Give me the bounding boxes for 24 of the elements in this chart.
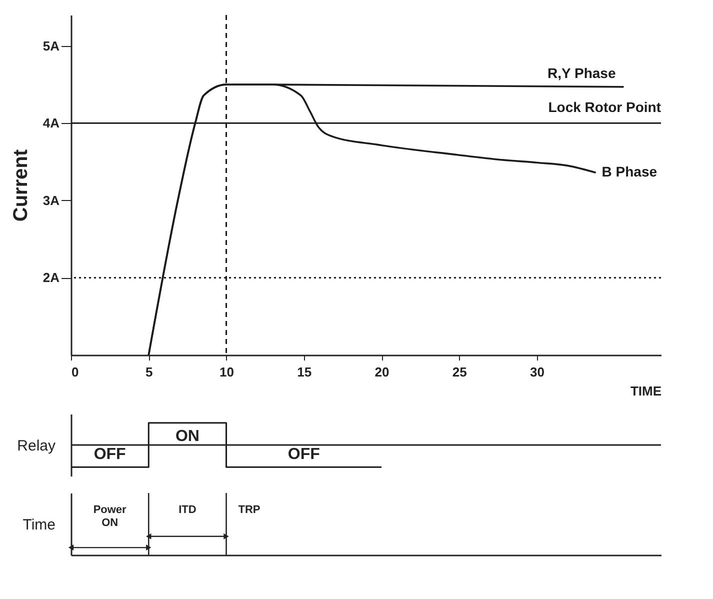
text: Power ON bbox=[93, 504, 128, 530]
ref-line-label: Lock Rotor Point bbox=[548, 99, 662, 116]
text: Time bbox=[22, 516, 56, 534]
x-tick-label: 15 bbox=[297, 364, 312, 380]
y-tick-label: 5A bbox=[42, 38, 60, 54]
x-tick-label: 0 bbox=[72, 364, 79, 380]
series-label: B Phase bbox=[602, 164, 658, 180]
y-tick-label: 2A bbox=[42, 270, 60, 286]
y-axis-title: Relay bbox=[17, 438, 56, 454]
annotation: OFF bbox=[94, 446, 126, 464]
annotation: ON bbox=[175, 428, 200, 445]
x-axis-title: TIME bbox=[630, 384, 662, 398]
y-axis-title: Current bbox=[10, 149, 32, 222]
x-tick-label: 20 bbox=[374, 364, 390, 380]
annotation: OFF bbox=[288, 446, 320, 464]
x-tick-label: 5 bbox=[146, 364, 153, 380]
y-tick-label: 4A bbox=[42, 116, 60, 131]
x-tick-label: 30 bbox=[530, 364, 545, 380]
text: ITD bbox=[178, 504, 196, 516]
x-tick-label: 25 bbox=[452, 364, 467, 380]
series-label: R,Y Phase bbox=[548, 64, 616, 81]
y-tick-label: 3A bbox=[42, 192, 60, 208]
text: TRP bbox=[238, 504, 260, 516]
x-tick-label: 10 bbox=[220, 364, 234, 380]
